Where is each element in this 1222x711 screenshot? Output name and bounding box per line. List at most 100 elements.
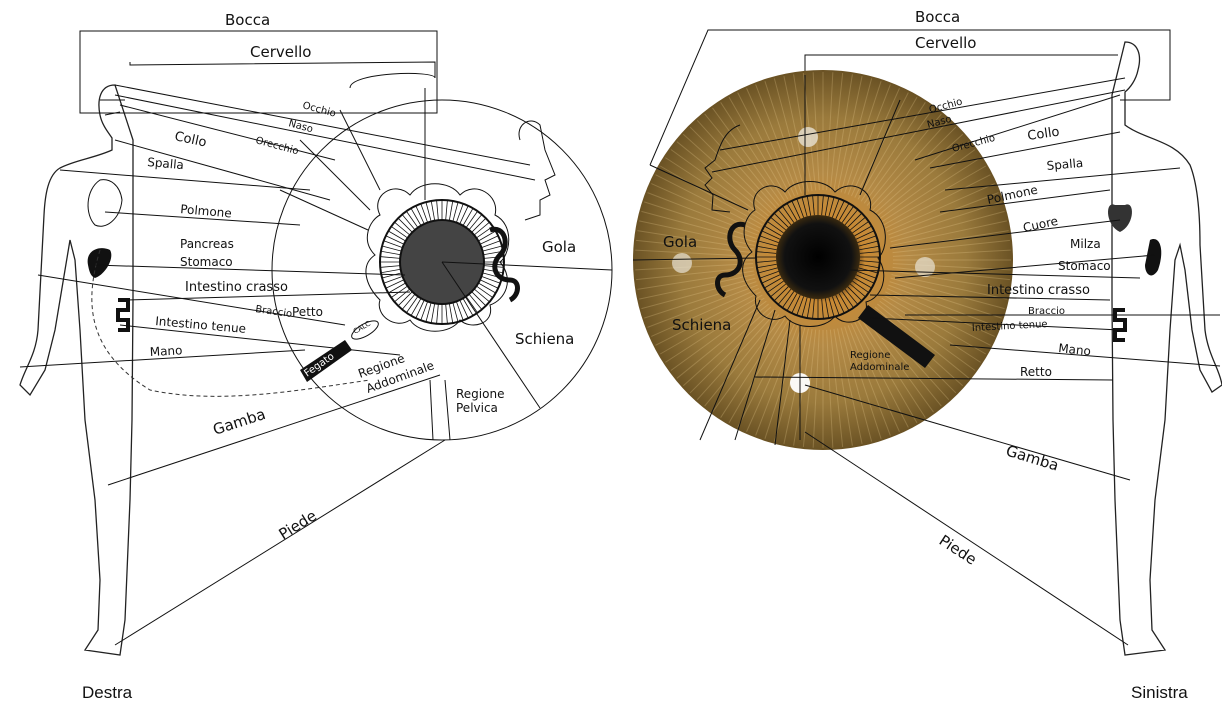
iris-spoke	[696, 119, 777, 209]
iris-spoke	[844, 81, 882, 194]
iris-spoke	[682, 133, 772, 214]
caption-destra: Destra	[82, 683, 133, 702]
right-label-gamba: Gamba	[211, 405, 268, 439]
iris-spoke	[420, 203, 429, 223]
left-cervello-label: Cervello	[915, 34, 977, 52]
iris-spoke	[881, 157, 981, 223]
iris-spoke	[471, 217, 487, 233]
iris-spoke	[425, 302, 432, 322]
iris-spoke	[756, 245, 777, 251]
iris-spoke	[704, 314, 780, 407]
iris-spoke	[452, 302, 459, 322]
iris-spoke	[758, 240, 778, 247]
iris-spoke	[639, 274, 755, 300]
iris-spoke	[382, 245, 402, 252]
left-line-piede	[804, 431, 1129, 646]
iris-spoke	[857, 320, 918, 424]
left-label-milza: Milza	[1070, 237, 1101, 251]
iris-spoke	[655, 291, 761, 346]
iris-spoke	[806, 195, 812, 216]
iris-spoke	[644, 201, 757, 239]
iris-spoke	[838, 293, 850, 311]
right-fegato-bar	[300, 340, 352, 382]
left-body-intestine	[1113, 308, 1127, 342]
iris-spoke	[665, 157, 765, 223]
iris-spoke	[888, 192, 999, 236]
iris-spoke	[885, 174, 991, 229]
right-line-inttenue	[119, 324, 401, 356]
right-line-braccio	[37, 274, 346, 326]
iris-spoke	[886, 288, 995, 337]
iris-spoke	[860, 318, 926, 418]
iris-spoke	[761, 230, 781, 240]
iris-spoke	[854, 225, 872, 237]
iris-spoke	[696, 311, 777, 401]
right-line-naso	[114, 94, 536, 181]
iris-spoke	[388, 230, 406, 242]
left-body-figure	[1111, 41, 1222, 656]
iris-spoke	[837, 76, 863, 192]
iris-spoke	[459, 205, 469, 225]
iris-spoke	[840, 327, 873, 442]
iris-spoke	[420, 301, 429, 321]
left-label-regaddom-2: Addominale	[850, 362, 909, 373]
left-line-milza	[894, 254, 1156, 279]
right-bocca-label: Bocca	[225, 11, 270, 29]
left-line-cuore	[889, 219, 1121, 249]
iris-spoke	[647, 192, 758, 236]
iris-spoke	[847, 212, 863, 228]
right-label-braccio: Braccio	[255, 304, 293, 320]
right-line-mano	[19, 349, 306, 368]
iris-spoke	[892, 263, 1011, 271]
iris-spoke	[394, 288, 411, 303]
iris-spoke	[659, 294, 763, 355]
iris-spoke	[712, 107, 783, 204]
iris-spoke	[415, 205, 425, 225]
iris-spoke	[746, 88, 795, 197]
iris-spoke	[759, 235, 779, 244]
iris-spoke	[689, 309, 774, 394]
iris-spoke	[436, 200, 439, 221]
iris-spoke	[481, 275, 501, 284]
left-bocca-label: Bocca	[915, 8, 960, 26]
iris-spoke	[889, 281, 1002, 319]
right-label-spalla: Spalla	[147, 155, 185, 172]
iris-spoke	[383, 240, 403, 249]
left-label-schiena: Schiena	[672, 316, 731, 334]
left-face-profile	[704, 124, 741, 213]
iris-spoke	[841, 205, 854, 223]
iris-spoke	[872, 126, 957, 211]
left-body-heart	[1108, 204, 1132, 232]
iris-spoke	[835, 200, 845, 220]
left-line-spalla	[944, 167, 1181, 191]
iris-spoke	[824, 298, 830, 319]
iris-spoke	[854, 277, 872, 289]
iris-spoke	[758, 267, 778, 274]
iris-spoke	[764, 277, 782, 289]
iris-spoke	[473, 288, 490, 303]
right-label-polmone: Polmone	[180, 202, 233, 220]
right-line-collo	[114, 139, 331, 201]
iris-spoke	[844, 209, 859, 226]
iris-spoke	[831, 198, 840, 218]
right-s-shape	[489, 226, 520, 303]
iris-spoke	[641, 210, 756, 243]
right-sector-line-2	[441, 261, 541, 409]
iris-spoke	[712, 316, 783, 413]
iris-spoke	[394, 221, 411, 236]
iris-spoke	[689, 126, 774, 211]
iris-spoke	[892, 249, 1011, 257]
iris-spoke	[890, 277, 1005, 310]
right-label-collo: Collo	[173, 129, 208, 150]
iris-spoke	[859, 245, 880, 251]
iris-spoke	[406, 210, 419, 228]
iris-spoke	[828, 297, 835, 317]
right-label-stomaco: Stomaco	[180, 255, 233, 269]
iris-spoke	[802, 329, 817, 448]
iris-spoke	[821, 195, 824, 216]
right-label-orecchio: Orecchio	[254, 135, 299, 157]
iris-spoke	[759, 270, 779, 279]
iris-spoke	[890, 210, 1005, 243]
iris-spoke	[892, 270, 1009, 290]
left-line-inttenue	[869, 317, 1121, 331]
